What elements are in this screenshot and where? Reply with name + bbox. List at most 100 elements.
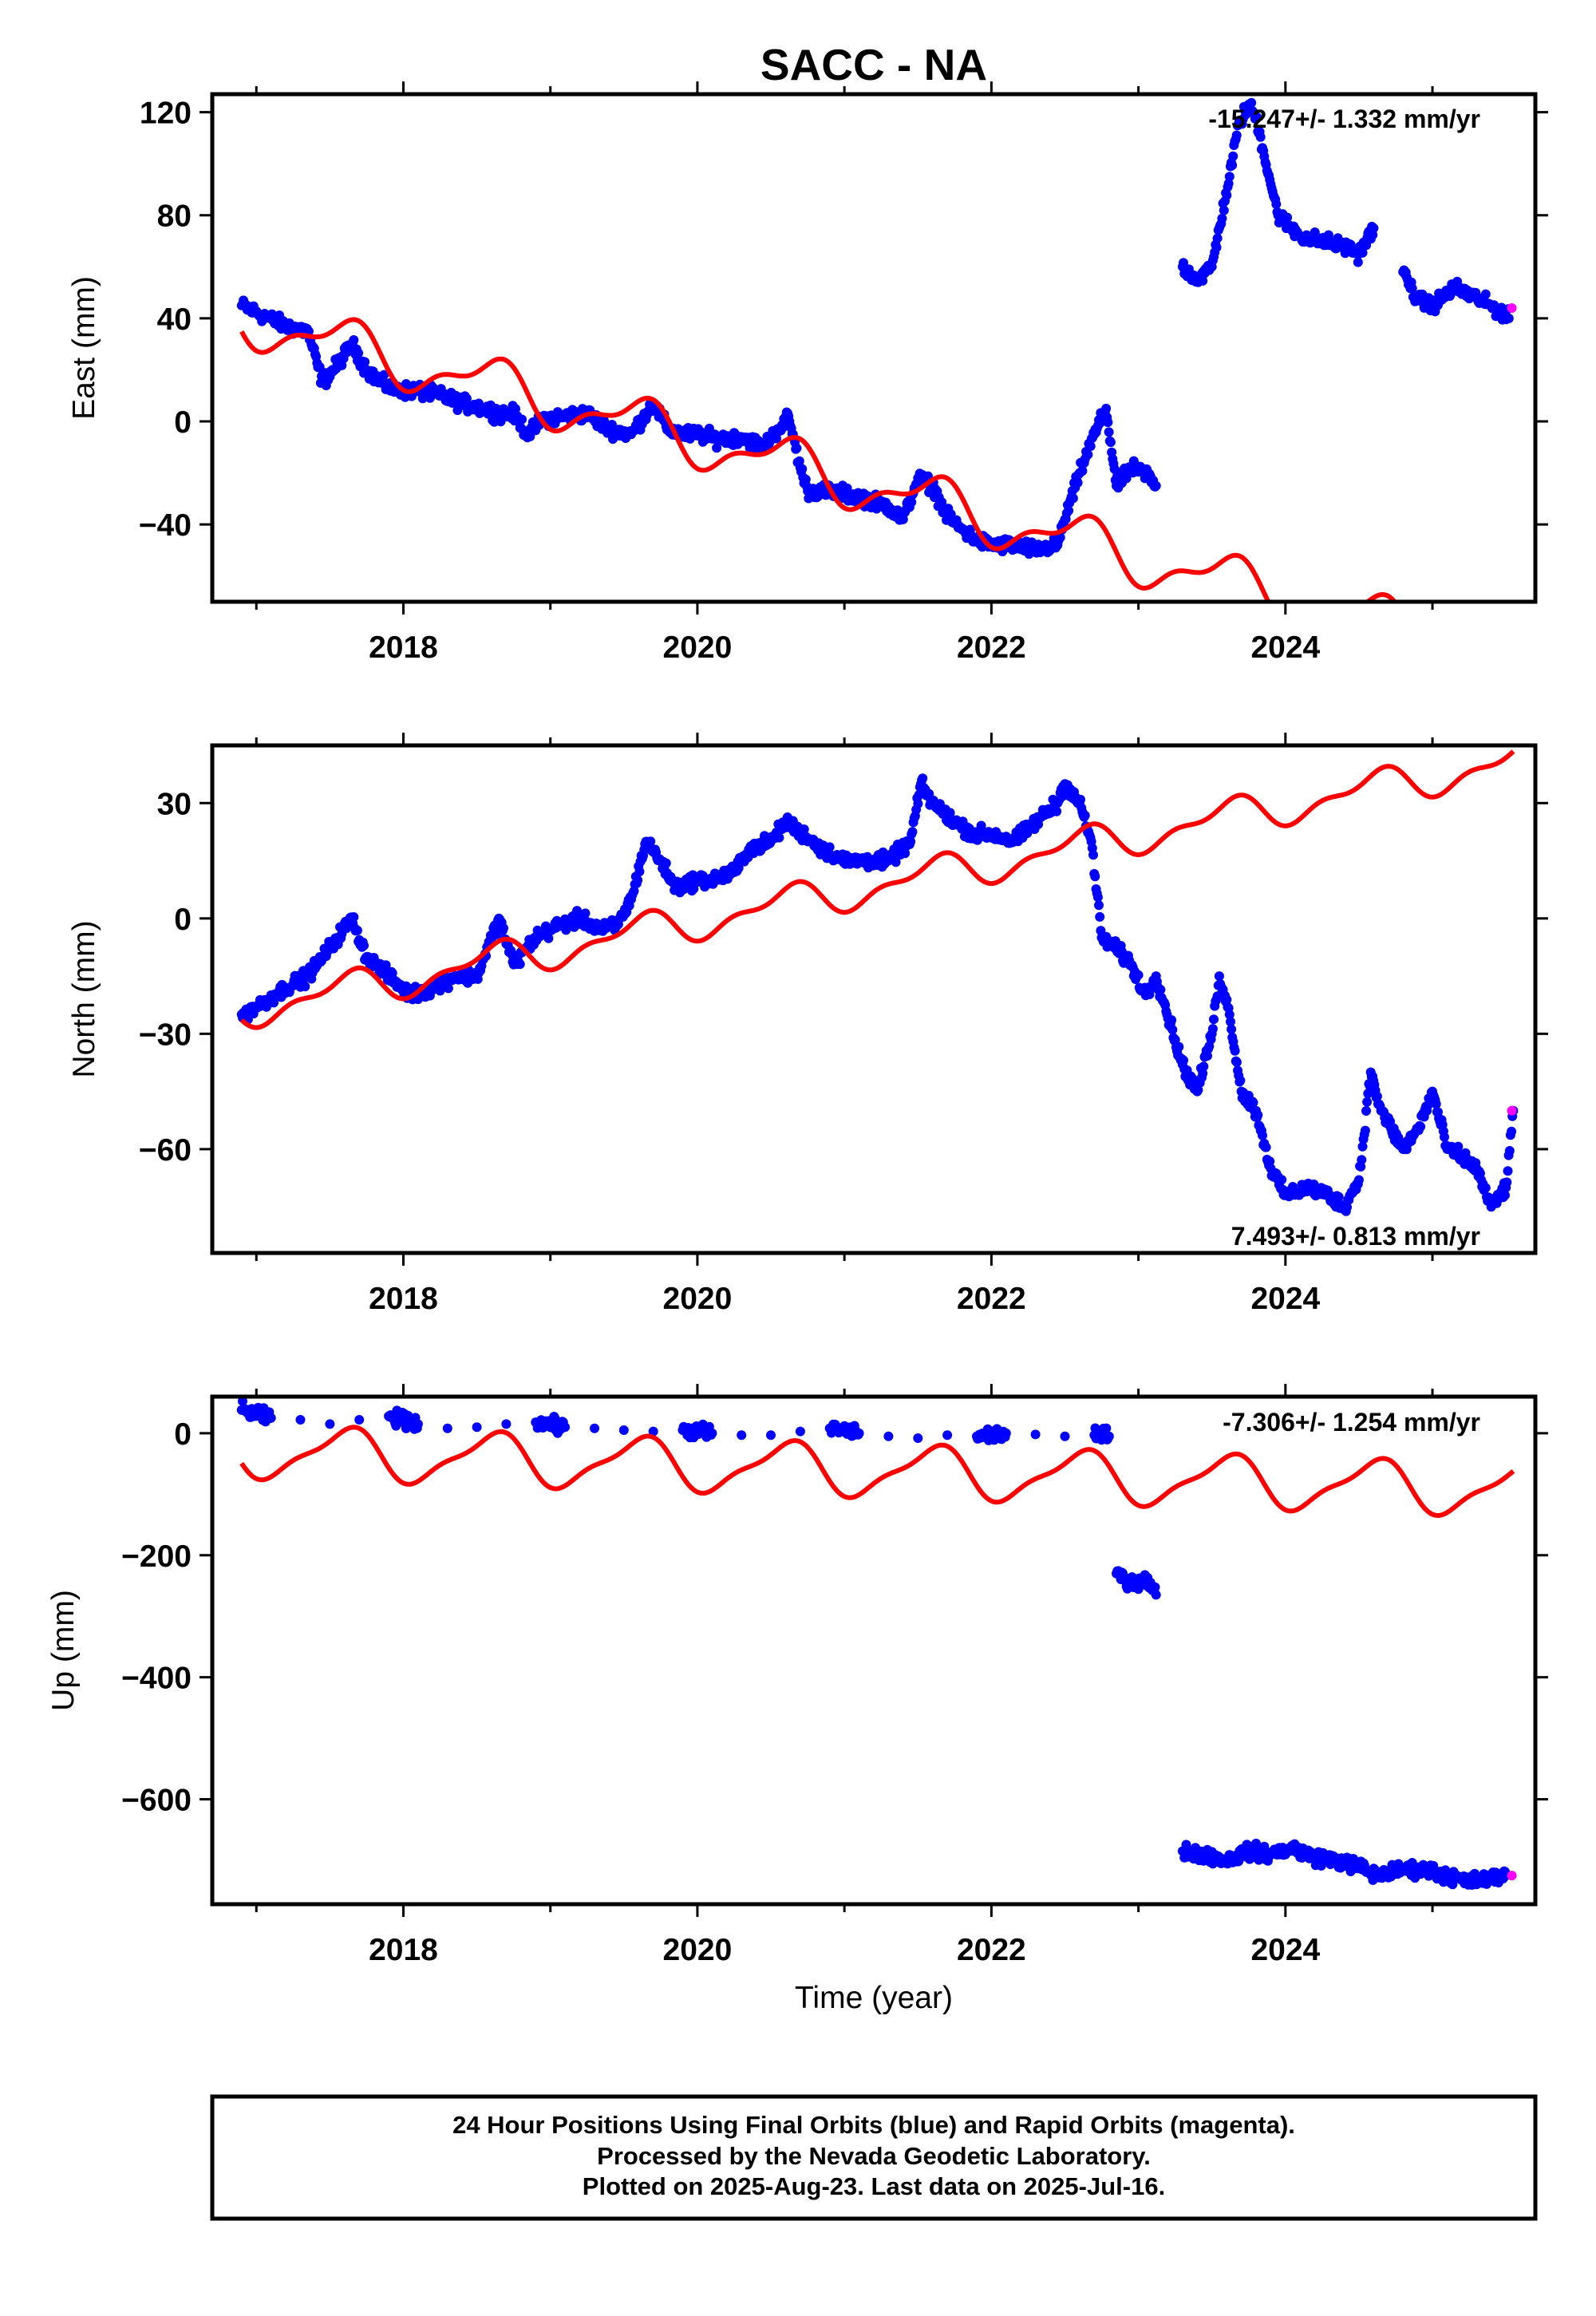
up-panel: 2018 2020 2022 2024 −600 −400 −200 0 Up (mm) Time… (46, 1384, 1548, 2015)
north-data-point (1231, 1057, 1242, 1067)
north-data-point (359, 940, 369, 951)
east-data-point (778, 422, 788, 433)
north-data-point (1092, 892, 1103, 903)
north-data-point (300, 982, 310, 992)
east-rate-text: -15.247+/- 1.332 mm/yr (1208, 105, 1480, 133)
up-final-orbit-series (236, 1397, 1511, 1890)
up-data-point (618, 1425, 629, 1435)
up-data-point (766, 1430, 776, 1441)
north-data-point (1174, 1041, 1184, 1052)
east-data-point (1255, 132, 1266, 142)
up-y-tick-label: −200 (121, 1539, 192, 1574)
up-data-point (1151, 1590, 1161, 1600)
up-data-point (648, 1426, 658, 1437)
east-panel: 2018 2020 2022 2024 −40 0 40 80 120 East (mm) -15.… (67, 81, 1548, 665)
north-data-point (1361, 1106, 1371, 1116)
up-data-point (413, 1419, 423, 1429)
east-data-point (1323, 230, 1333, 240)
east-data-point (1231, 130, 1242, 140)
east-y-tick-label: 0 (174, 405, 192, 440)
north-rate-text: 7.493+/- 0.813 mm/yr (1231, 1222, 1480, 1251)
east-data-point (461, 393, 472, 404)
east-data-point (1271, 199, 1282, 209)
east-data-point (1228, 151, 1238, 161)
north-rapid-orbit-point (1507, 1105, 1517, 1116)
east-data-point (1068, 493, 1078, 504)
north-data-point (891, 857, 901, 868)
north-frame (210, 743, 1538, 1255)
north-data-point (543, 933, 554, 943)
north-data-point (1507, 1126, 1517, 1136)
east-data-point (1369, 223, 1379, 233)
east-data-point (1224, 172, 1235, 182)
east-y-tick-label: 40 (157, 302, 192, 337)
east-data-point (1073, 477, 1083, 488)
up-data-point (737, 1430, 747, 1441)
east-data-point (1064, 505, 1074, 516)
east-data-point (511, 404, 520, 414)
footer-line-2: Processed by the Nevada Geodetic Laborat… (597, 2142, 1151, 2170)
up-y-tick-label: −600 (121, 1784, 192, 1818)
north-y-tick-label: 30 (157, 787, 192, 821)
up-data-point (501, 1419, 512, 1429)
east-data-point (907, 497, 917, 508)
north-data-point (1156, 985, 1166, 995)
north-data-point (1353, 1175, 1364, 1185)
north-data-point (1076, 794, 1085, 804)
east-data-point (517, 414, 527, 425)
up-x-tick-label: 2020 (663, 1933, 733, 1967)
east-frame (210, 92, 1538, 604)
east-data-point (379, 370, 389, 380)
east-data-point (1252, 112, 1262, 122)
east-y-tick-label: 80 (157, 200, 192, 234)
up-rate-text: -7.306+/- 1.254 mm/yr (1223, 1408, 1480, 1437)
north-data-point (1253, 1110, 1263, 1120)
north-data-point (1431, 1099, 1441, 1109)
east-rapid-orbit-point (1507, 302, 1517, 313)
north-model-curve (239, 749, 1515, 1030)
up-data-point (325, 1419, 335, 1429)
east-data-point (1219, 205, 1229, 215)
north-plot-area (236, 749, 1519, 1216)
up-data-point (1104, 1431, 1114, 1441)
up-frame (210, 1394, 1538, 1907)
north-data-point (1440, 1132, 1449, 1142)
east-data-point (1503, 313, 1514, 323)
up-data-point (295, 1415, 306, 1425)
north-data-point (1453, 1141, 1464, 1152)
up-plot-area (236, 1397, 1517, 1890)
east-data-point (1103, 417, 1113, 428)
up-data-point (1060, 1431, 1070, 1441)
up-data-point (354, 1415, 365, 1425)
up-data-point (707, 1428, 717, 1438)
north-x-tick-label: 2020 (663, 1282, 733, 1316)
north-data-point (1230, 1045, 1240, 1056)
east-plot-area (236, 97, 1517, 602)
up-x-axis-label: Time (year) (795, 1981, 953, 2015)
east-data-point (1246, 97, 1257, 108)
north-data-point (1265, 1156, 1275, 1167)
north-data-point (1090, 871, 1100, 882)
east-x-tick-label: 2020 (663, 630, 733, 665)
up-data-point (472, 1422, 482, 1433)
east-data-point (1222, 190, 1232, 200)
east-data-point (1211, 243, 1222, 252)
north-data-point (1248, 1097, 1258, 1108)
north-panel: 2018 2020 2022 2024 −60 −30 0 30 North (mm) 7.493… (67, 733, 1548, 1316)
up-data-point (238, 1397, 247, 1406)
east-data-point (1480, 289, 1491, 299)
up-y-axis-label: Up (mm) (46, 1590, 81, 1711)
up-data-point (560, 1422, 571, 1433)
north-data-point (1198, 1069, 1208, 1078)
east-data-point (349, 335, 359, 345)
north-data-point (580, 908, 591, 919)
north-data-point (1167, 1015, 1177, 1026)
east-data-point (1085, 441, 1096, 452)
east-data-point (360, 357, 370, 367)
north-data-point (1222, 994, 1232, 1005)
east-data-point (797, 464, 808, 474)
footer-line-3: Plotted on 2025-Aug-23. Last data on 202… (583, 2172, 1165, 2200)
north-data-point (1088, 850, 1098, 860)
north-data-point (1227, 1024, 1237, 1034)
